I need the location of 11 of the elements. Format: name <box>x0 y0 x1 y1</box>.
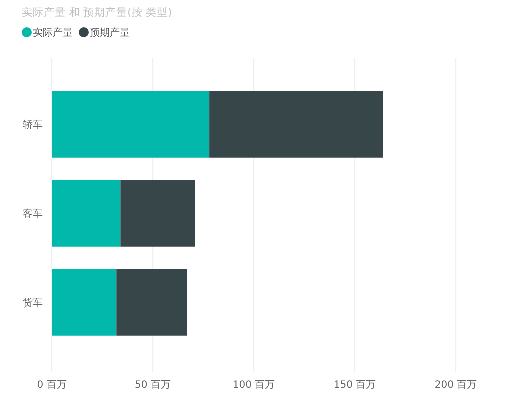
x-tick-label: 100 百万 <box>232 380 276 391</box>
y-tick-label: 货车 <box>23 297 43 309</box>
y-tick-label: 轿车 <box>23 119 43 131</box>
x-tick-label: 200 百万 <box>434 380 478 391</box>
legend-label: 实际产量 <box>33 27 73 39</box>
y-tick-label: 客车 <box>23 208 43 220</box>
title: 实际产量 和 预期产量(按 类型) <box>22 7 172 19</box>
x-tick-label: 0 百万 <box>37 380 67 391</box>
x-tick-label: 150 百万 <box>334 380 376 391</box>
legend-label: 预期产量 <box>90 27 130 39</box>
x-tick-label: 50 百万 <box>135 380 171 391</box>
